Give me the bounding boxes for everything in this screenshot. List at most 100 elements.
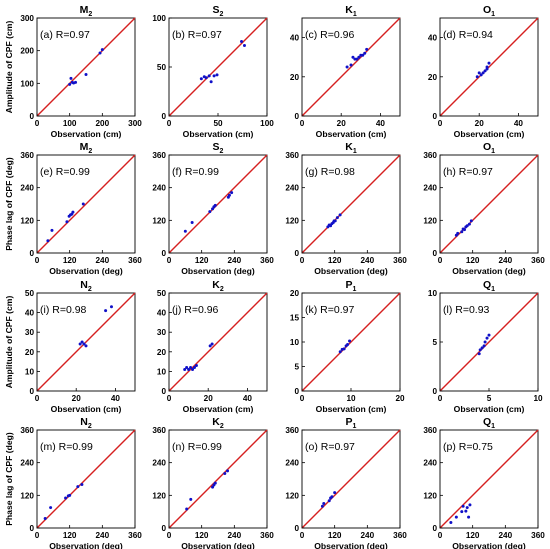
x-axis-label: Observation (deg)	[452, 541, 526, 549]
data-point	[65, 220, 69, 224]
x-tick-label: 360	[531, 256, 545, 265]
data-point	[98, 51, 102, 55]
data-point	[465, 224, 469, 228]
data-point	[342, 347, 346, 351]
y-tick-label: 5	[432, 338, 437, 347]
x-tick-label: 10	[346, 394, 356, 403]
data-point	[487, 61, 491, 65]
data-point	[215, 73, 219, 77]
data-point	[456, 231, 460, 235]
x-tick-label: 240	[95, 256, 109, 265]
data-point	[84, 344, 88, 348]
data-point	[482, 344, 486, 348]
data-point	[478, 348, 482, 352]
subplot-5: S2 0 120 240 360 0 120 240 360 Observation (deg) (…	[152, 141, 274, 276]
title-subscript: 1	[353, 423, 357, 430]
subplot-title: K1	[345, 4, 357, 18]
data-point	[192, 365, 196, 369]
title-main: N	[80, 279, 88, 291]
title-subscript: 1	[491, 286, 495, 293]
one-to-one-line	[36, 17, 136, 117]
x-tick-label: 240	[360, 256, 374, 265]
title-subscript: 1	[491, 11, 495, 18]
x-tick-label: 0	[167, 531, 172, 540]
y-tick-label: 5	[294, 363, 299, 372]
x-tick-label: 360	[128, 256, 142, 265]
y-tick-label: 40	[428, 34, 438, 43]
y-tick-label: 0	[161, 524, 166, 533]
x-axis-label: Observation (deg)	[314, 541, 388, 549]
r-annotation: (a) R=0.97	[40, 29, 90, 41]
x-axis-label: Observation (cm)	[183, 404, 254, 414]
data-point	[189, 497, 193, 501]
data-point	[475, 75, 479, 79]
plot-frame	[168, 429, 268, 529]
y-tick-label: 20	[428, 73, 438, 82]
title-main: P	[346, 279, 353, 291]
y-tick-label: 0	[29, 112, 34, 121]
y-tick-label: 360	[20, 426, 34, 435]
x-tick-label: 0	[35, 119, 40, 128]
data-point	[345, 65, 349, 69]
data-point	[211, 485, 215, 489]
subplot-title: Q1	[483, 416, 495, 430]
subplot-15: Q1 0 120 240 360 0 120 240 360 Observation (deg) (…	[423, 416, 545, 549]
r-annotation: (k) R=0.97	[305, 304, 354, 316]
x-tick-label: 40	[111, 394, 121, 403]
data-point	[82, 342, 86, 346]
data-point	[183, 229, 187, 233]
data-point	[357, 55, 361, 59]
y-tick-label: 360	[20, 151, 34, 160]
title-subscript: 2	[88, 11, 92, 18]
x-tick-label: 50	[213, 119, 223, 128]
x-tick-label: 360	[393, 531, 407, 540]
y-tick-label: 0	[29, 387, 34, 396]
title-subscript: 1	[491, 148, 495, 155]
one-to-one-line	[439, 429, 539, 529]
subplot-13: K2 0 120 240 360 0 120 240 360 Observation (deg) (…	[152, 416, 274, 549]
data-point	[363, 51, 367, 55]
y-tick-label: 0	[294, 249, 299, 258]
title-subscript: 1	[353, 11, 357, 18]
subplot-title: K1	[345, 141, 357, 155]
title-main: K	[212, 279, 220, 291]
r-annotation: (b) R=0.97	[172, 29, 222, 41]
x-tick-label: 0	[300, 256, 305, 265]
r-annotation: (m) R=0.99	[40, 441, 93, 453]
y-tick-label: 0	[161, 249, 166, 258]
title-main: O	[483, 4, 491, 16]
title-main: K	[212, 416, 220, 428]
plot-frame	[36, 154, 136, 254]
title-main: O	[483, 141, 491, 153]
x-axis-label: Observation (cm)	[454, 129, 525, 139]
title-main: K	[345, 141, 353, 153]
data-point	[355, 57, 359, 61]
data-point	[78, 342, 82, 346]
data-point	[449, 521, 453, 525]
plot-frame	[168, 292, 268, 392]
r-annotation: (d) R=0.94	[443, 29, 493, 41]
y-tick-label: 120	[423, 216, 437, 225]
subplot-title: K2	[212, 279, 224, 293]
y-tick-label: 0	[29, 524, 34, 533]
data-point	[183, 367, 187, 371]
title-main: S	[213, 4, 220, 16]
one-to-one-line	[301, 17, 401, 117]
y-tick-label: 120	[152, 491, 166, 500]
title-main: M	[80, 4, 89, 16]
r-annotation: (e) R=0.99	[40, 166, 90, 178]
x-tick-label: 0	[438, 119, 443, 128]
x-tick-label: 0	[167, 394, 172, 403]
x-tick-label: 0	[35, 256, 40, 265]
subplot-4: M2 0 120 240 360 0 120 240 360 Observation (deg) P…	[4, 141, 142, 276]
data-point	[80, 482, 84, 486]
y-tick-label: 240	[423, 459, 437, 468]
data-point	[71, 210, 75, 214]
subplot-title: P1	[346, 279, 357, 293]
y-tick-label: 20	[290, 73, 300, 82]
y-axis-label: Phase lag of CPF (deg)	[4, 157, 14, 251]
subplot-title: O1	[483, 141, 495, 155]
one-to-one-line	[301, 292, 401, 392]
